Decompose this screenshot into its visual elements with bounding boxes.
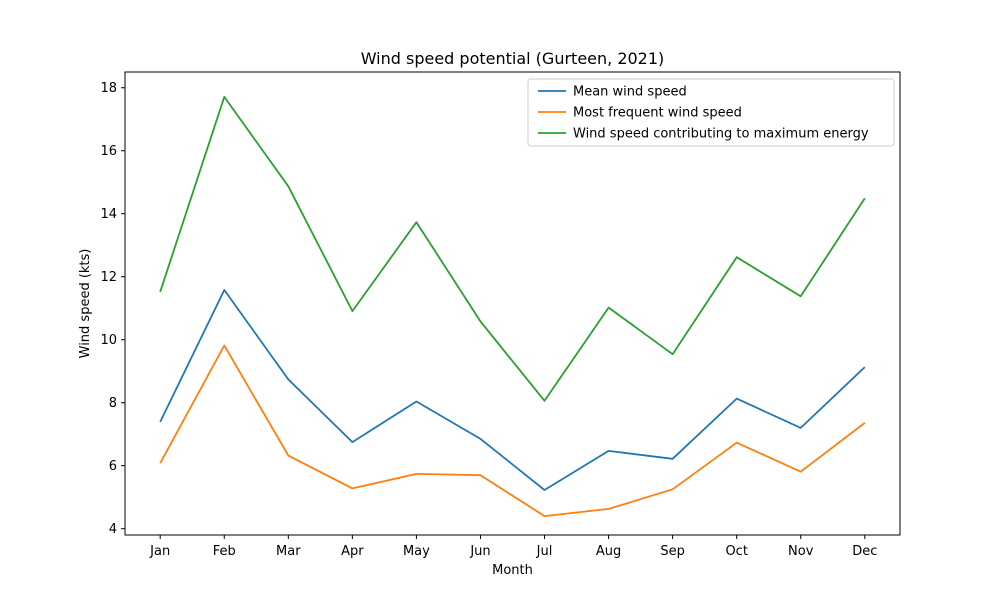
x-tick-label: Mar [276, 544, 301, 559]
legend-label: Mean wind speed [573, 85, 687, 100]
x-tick-label: May [403, 544, 430, 559]
y-axis-title: Wind speed (kts) [78, 249, 93, 359]
x-tick-label: Oct [725, 544, 747, 559]
legend: Mean wind speed Most frequent wind speed W… [527, 78, 895, 147]
x-tick-label: Dec [852, 544, 877, 559]
y-tick-label: 4 [109, 522, 117, 537]
x-tick-label: Sep [660, 544, 685, 559]
legend-label: Most frequent wind speed [573, 106, 742, 121]
x-tick-label: Nov [788, 544, 814, 559]
x-axis: Jan Feb Mar Apr May Jun Jul Aug Sep Oct Nov Dec [149, 535, 877, 559]
x-tick-label: Feb [213, 544, 236, 559]
y-tick-label: 14 [100, 207, 117, 222]
legend-label: Wind speed contributing to maximum energ… [573, 127, 869, 142]
series-line-2 [159, 344, 866, 517]
legend-box [527, 78, 895, 147]
series-layer [159, 96, 866, 517]
y-tick-label: 12 [100, 270, 117, 285]
y-tick-label: 18 [100, 81, 117, 96]
series-line-3 [159, 96, 866, 402]
y-tick-label: 8 [109, 396, 117, 411]
plot-area [124, 71, 901, 536]
x-tick-label: Aug [596, 544, 621, 559]
y-tick-label: 16 [100, 144, 117, 159]
x-tick-label: Jan [149, 544, 170, 559]
x-axis-title: Month [492, 563, 533, 578]
x-tick-label: Jul [536, 544, 553, 559]
chart-title: Wind speed potential (Gurteen, 2021) [361, 49, 665, 68]
x-tick-label: Jun [469, 544, 490, 559]
series-line-1 [159, 289, 866, 491]
x-tick-label: Apr [341, 544, 364, 559]
y-tick-label: 6 [109, 459, 117, 474]
y-axis: 4 6 8 10 12 14 16 18 [100, 81, 125, 537]
y-tick-label: 10 [100, 333, 117, 348]
